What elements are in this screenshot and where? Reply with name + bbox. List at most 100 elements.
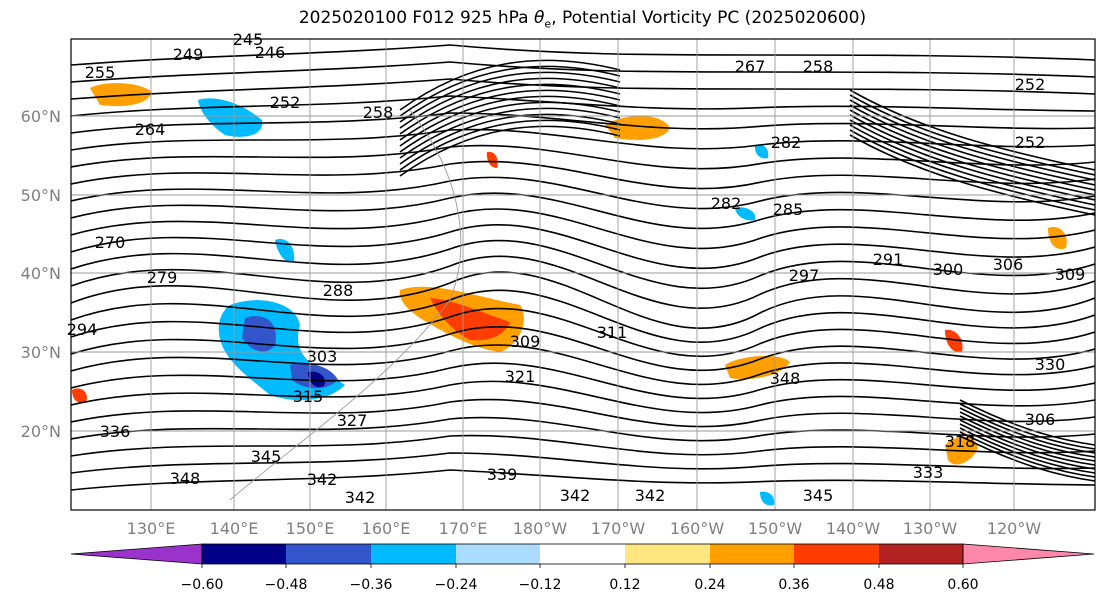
contour-label: 252	[1015, 75, 1046, 94]
longitude-label: 170°E	[439, 519, 488, 538]
map-title: 2025020100 F012 925 hPa θe, Potential Vo…	[298, 8, 867, 31]
colorbar-tick-label: 0.24	[694, 577, 725, 593]
theta-e-contour	[71, 344, 1095, 386]
contour-label: 342	[635, 486, 666, 505]
latitude-label: 20°N	[21, 422, 61, 441]
contour-label: 264	[135, 120, 166, 139]
latitude-label: 40°N	[21, 264, 61, 283]
theta-e-contour	[71, 380, 1095, 414]
theta-e-contour	[399, 77, 621, 129]
theta-e-contour	[959, 407, 1095, 454]
colorbar-segment	[540, 544, 625, 564]
longitude-label: 150°W	[748, 519, 803, 538]
colorbar-segment	[794, 544, 879, 564]
theta-e-contour	[71, 271, 1095, 330]
contour-label: 321	[505, 367, 536, 386]
latitude-label: 30°N	[21, 343, 61, 362]
longitude-label: 140°E	[210, 519, 259, 538]
colorbar-tick-label: −0.24	[435, 577, 478, 593]
colorbar-tick-label: −0.12	[519, 577, 562, 593]
contour-label: 291	[873, 250, 904, 269]
colorbar-tick-label: 0.36	[778, 577, 809, 593]
contour-label: 252	[270, 93, 301, 112]
theta-e-contour	[849, 104, 1095, 186]
pv-patch-negative	[735, 207, 756, 221]
contour-label: 252	[1015, 133, 1046, 152]
colorbar-tick-label: −0.36	[350, 577, 393, 593]
theta-e-contour	[399, 113, 621, 165]
contour-label: 342	[345, 488, 376, 507]
colorbar-segment	[202, 544, 286, 564]
contour-label: 345	[803, 486, 834, 505]
theta-e-contour	[959, 435, 1095, 482]
contour-label: 309	[1055, 265, 1086, 284]
theta-e-contour	[399, 65, 621, 117]
contour-label: 282	[711, 194, 742, 213]
theta-e-contour	[71, 44, 1095, 66]
contour-label: 342	[307, 470, 338, 489]
colorbar: −0.60 −0.48 −0.36 −0.24 −0.12 0.12 0.24 0.36 0.4…	[70, 543, 1095, 593]
theta-e-contour	[959, 411, 1095, 458]
theta-e-contour	[849, 124, 1095, 206]
theta-e-contour	[959, 419, 1095, 466]
theta-e-contour	[71, 398, 1095, 428]
colorbar-min-arrow	[70, 543, 203, 565]
theta-e-contour	[71, 307, 1095, 358]
contour-label: 345	[251, 447, 282, 466]
colorbar-segment	[625, 544, 710, 564]
contour-label: 267	[735, 57, 766, 76]
contour-label: 336	[100, 422, 131, 441]
contour-label: 309	[510, 332, 541, 351]
colorbar-segment	[710, 544, 794, 564]
contour-label: 318	[945, 432, 976, 451]
pv-patch-negative	[760, 491, 775, 506]
colorbar-segment	[371, 544, 456, 564]
contour-label: 285	[773, 200, 804, 219]
contour-label: 348	[770, 369, 801, 388]
map-frame	[70, 38, 1096, 511]
pv-patch-negative	[754, 144, 769, 159]
latitude-labels: 60°N 50°N 40°N 30°N 20°N	[21, 107, 61, 441]
theta-e-contour	[399, 101, 621, 153]
theta-e-contours	[71, 44, 1095, 491]
colorbar-segment	[879, 544, 963, 564]
colorbar-tick-label: 0.12	[609, 577, 640, 593]
colorbar-tick-label: 0.60	[947, 577, 978, 593]
latitude-label: 60°N	[21, 107, 61, 126]
longitude-label: 140°W	[826, 519, 881, 538]
theta-e-contour	[71, 434, 1095, 457]
colorbar-frame	[201, 543, 964, 565]
contour-label: 330	[1035, 355, 1066, 374]
theta-e-contour	[71, 144, 1095, 170]
theta-e-contour	[71, 208, 1095, 250]
contour-label: 306	[993, 255, 1024, 274]
longitude-label: 130°W	[903, 519, 958, 538]
contour-label: 339	[487, 465, 518, 484]
theta-e-contour	[71, 95, 1095, 117]
contour-label: 258	[803, 57, 834, 76]
theta-e-contour	[849, 94, 1095, 176]
contour-label: 294	[67, 320, 98, 339]
longitude-label: 130°E	[127, 519, 176, 538]
contour-label: 300	[933, 260, 964, 279]
colorbar-max-arrow	[962, 543, 1095, 565]
pv-patch-negative-strongest	[308, 371, 325, 388]
theta-e-contour	[399, 95, 621, 147]
theta-e-contour	[71, 325, 1095, 372]
theta-e-contour	[959, 403, 1095, 450]
contour-label: 348	[170, 469, 201, 488]
theta-e-contour	[399, 71, 621, 123]
contour-label: 255	[85, 63, 116, 82]
theta-e-contour	[959, 423, 1095, 470]
pv-patch-positive	[1048, 226, 1067, 250]
theta-e-contour	[71, 239, 1095, 290]
theta-e-contour	[71, 362, 1095, 400]
contour-label: 270	[95, 233, 126, 252]
theta-e-contour	[71, 112, 1095, 134]
longitude-label: 180°W	[513, 519, 568, 538]
contour-label: 279	[147, 268, 178, 287]
theta-e-contour	[959, 399, 1095, 446]
theta-e-contour	[71, 223, 1095, 270]
contour-label: 288	[323, 281, 354, 300]
theta-e-contour	[71, 452, 1095, 474]
